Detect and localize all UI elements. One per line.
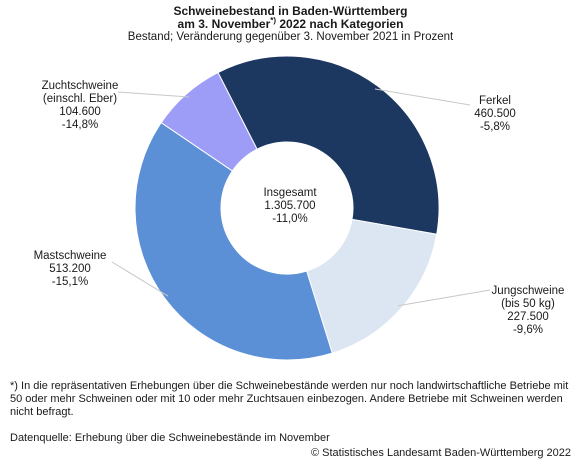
slice-value: 460.500 — [474, 108, 516, 120]
footnote: *) In die repräsentativen Erhebungen übe… — [10, 380, 575, 420]
slice-change: -14,8% — [61, 119, 99, 131]
chart-title-line2: am 3. November*) 2022 nach Kategorien — [0, 16, 581, 32]
chart-subtitle: Bestand; Veränderung gegenüber 3. Novemb… — [127, 31, 454, 43]
data-source: Datenquelle: Erhebung über die Schweineb… — [10, 432, 330, 444]
slice-name: Mastschweine — [33, 250, 107, 262]
footnote-text: In die repräsentativen Erhebungen über d… — [10, 380, 569, 419]
leader-line-zuchtschweine — [117, 91, 190, 98]
slice-label-jungschweine: Jungschweine (bis 50 kg) 227.500 -9,6% — [478, 285, 578, 337]
slice-name-sub: (einschl. Eber) — [42, 93, 118, 105]
slice-value: 104.600 — [59, 106, 101, 118]
leader-line-jungschweine — [398, 289, 491, 307]
title-footnote-marker: *) — [270, 16, 277, 25]
leader-line-ferkel — [374, 88, 471, 106]
slice-value: 227.500 — [507, 311, 549, 323]
slice-name: Jungschweine — [491, 285, 565, 297]
slice-name: Ferkel — [479, 95, 511, 107]
slice-label-ferkel: Ferkel 460.500 -5,8% — [450, 95, 540, 134]
slice-value: 513.200 — [49, 263, 91, 275]
title-year-category: 2022 nach Kategorien — [276, 17, 404, 31]
chart-title-line1: Schweinebestand in Baden-Württemberg — [173, 4, 408, 18]
footnote-marker: *) — [10, 380, 18, 392]
copyright: © Statistisches Landesamt Baden-Württemb… — [310, 447, 571, 459]
leader-line-mastschweine — [111, 261, 169, 297]
slice-name-sub: (bis 50 kg) — [501, 298, 555, 310]
slice-label-mastschweine: Mastschweine 513.200 -15,1% — [22, 250, 118, 289]
donut-slice-jungschweine — [306, 218, 438, 354]
donut-slice-ferkel — [217, 55, 440, 235]
donut-slice-mastschweine — [134, 121, 333, 361]
donut-center-label: Insgesamt 1.305.700 -11,0% — [240, 187, 340, 226]
slice-name: Zuchtschweine — [41, 80, 119, 92]
donut-slices — [134, 55, 440, 361]
center-title: Insgesamt — [263, 187, 317, 199]
slice-label-zuchtschweine: Zuchtschweine (einschl. Eber) 104.600 -1… — [30, 80, 130, 132]
center-change: -11,0% — [272, 213, 308, 225]
slice-change: -5,8% — [479, 121, 511, 133]
slice-change: -15,1% — [51, 276, 89, 288]
title-date: am 3. November — [177, 17, 271, 31]
leader-lines — [111, 88, 491, 307]
slice-change: -9,6% — [512, 324, 544, 336]
center-total: 1.305.700 — [264, 200, 316, 212]
